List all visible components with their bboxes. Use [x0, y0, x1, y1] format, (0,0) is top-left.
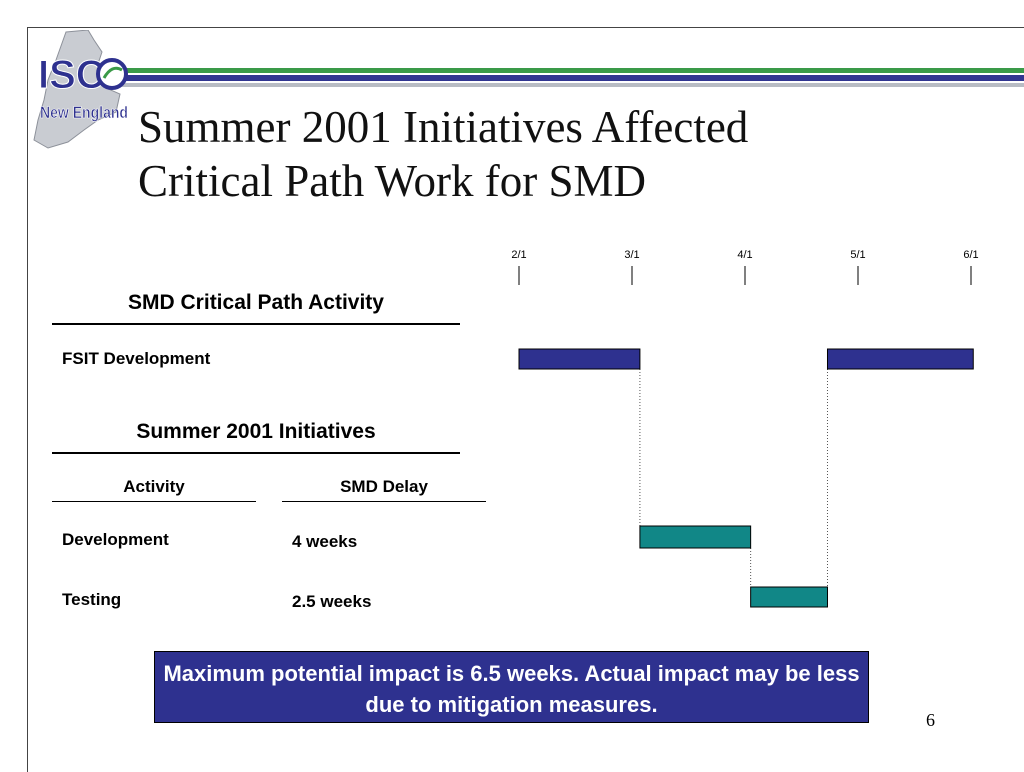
- initiatives-header: Summer 2001 Initiatives: [136, 420, 376, 443]
- title-line-1: Summer 2001 Initiatives Affected: [138, 102, 749, 152]
- activity-column-rule: [52, 501, 256, 502]
- logo-swirl-icon: [96, 58, 128, 90]
- delay-column-header: SMD Delay: [340, 477, 428, 496]
- activity-column-header: Activity: [123, 477, 185, 496]
- header-stripes: [120, 68, 1024, 87]
- page-number: 6: [926, 710, 935, 730]
- gantt-bar: [750, 586, 828, 608]
- critical-path-header: SMD Critical Path Activity: [128, 291, 384, 314]
- timeline-tick-label: 6/1: [963, 249, 978, 261]
- title-line-2: Critical Path Work for SMD: [138, 156, 647, 206]
- delay-column-rule: [282, 501, 486, 502]
- green-stripe: [120, 68, 1024, 73]
- timeline-tick-label: 4/1: [737, 249, 752, 261]
- new-england-map-icon: [33, 30, 121, 149]
- timeline-tick-label: 3/1: [624, 249, 639, 261]
- gantt-bar: [518, 348, 641, 370]
- logo-iso-text: ISO: [38, 53, 107, 97]
- initiative-activity: Testing: [62, 590, 122, 609]
- gantt-bar: [639, 525, 752, 549]
- iso-new-england-logo: ISO New England: [33, 30, 128, 149]
- impact-callout: Maximum potential impact is 6.5 weeks. A…: [154, 651, 869, 723]
- initiative-activity: Development: [62, 530, 169, 549]
- slide-title: Summer 2001 Initiatives Affected Critica…: [138, 100, 748, 208]
- gray-stripe: [120, 83, 1024, 87]
- critical-path-activity: FSIT Development: [62, 349, 211, 368]
- initiative-delay: 4 weeks: [292, 532, 358, 551]
- critical-path-rule: [52, 323, 460, 325]
- gantt-bar: [826, 348, 974, 370]
- logo-new-england-text: New England: [40, 103, 128, 122]
- gantt-chart: 2/1 3/1 4/1 5/1 6/1: [511, 249, 979, 608]
- slide-border: [27, 27, 1024, 772]
- initiative-delay: 2.5 weeks: [292, 592, 372, 611]
- timeline-tick-label: 5/1: [850, 249, 865, 261]
- initiatives-rule: [52, 452, 460, 454]
- timeline-tick-label: 2/1: [511, 249, 526, 261]
- blue-stripe: [120, 75, 1024, 81]
